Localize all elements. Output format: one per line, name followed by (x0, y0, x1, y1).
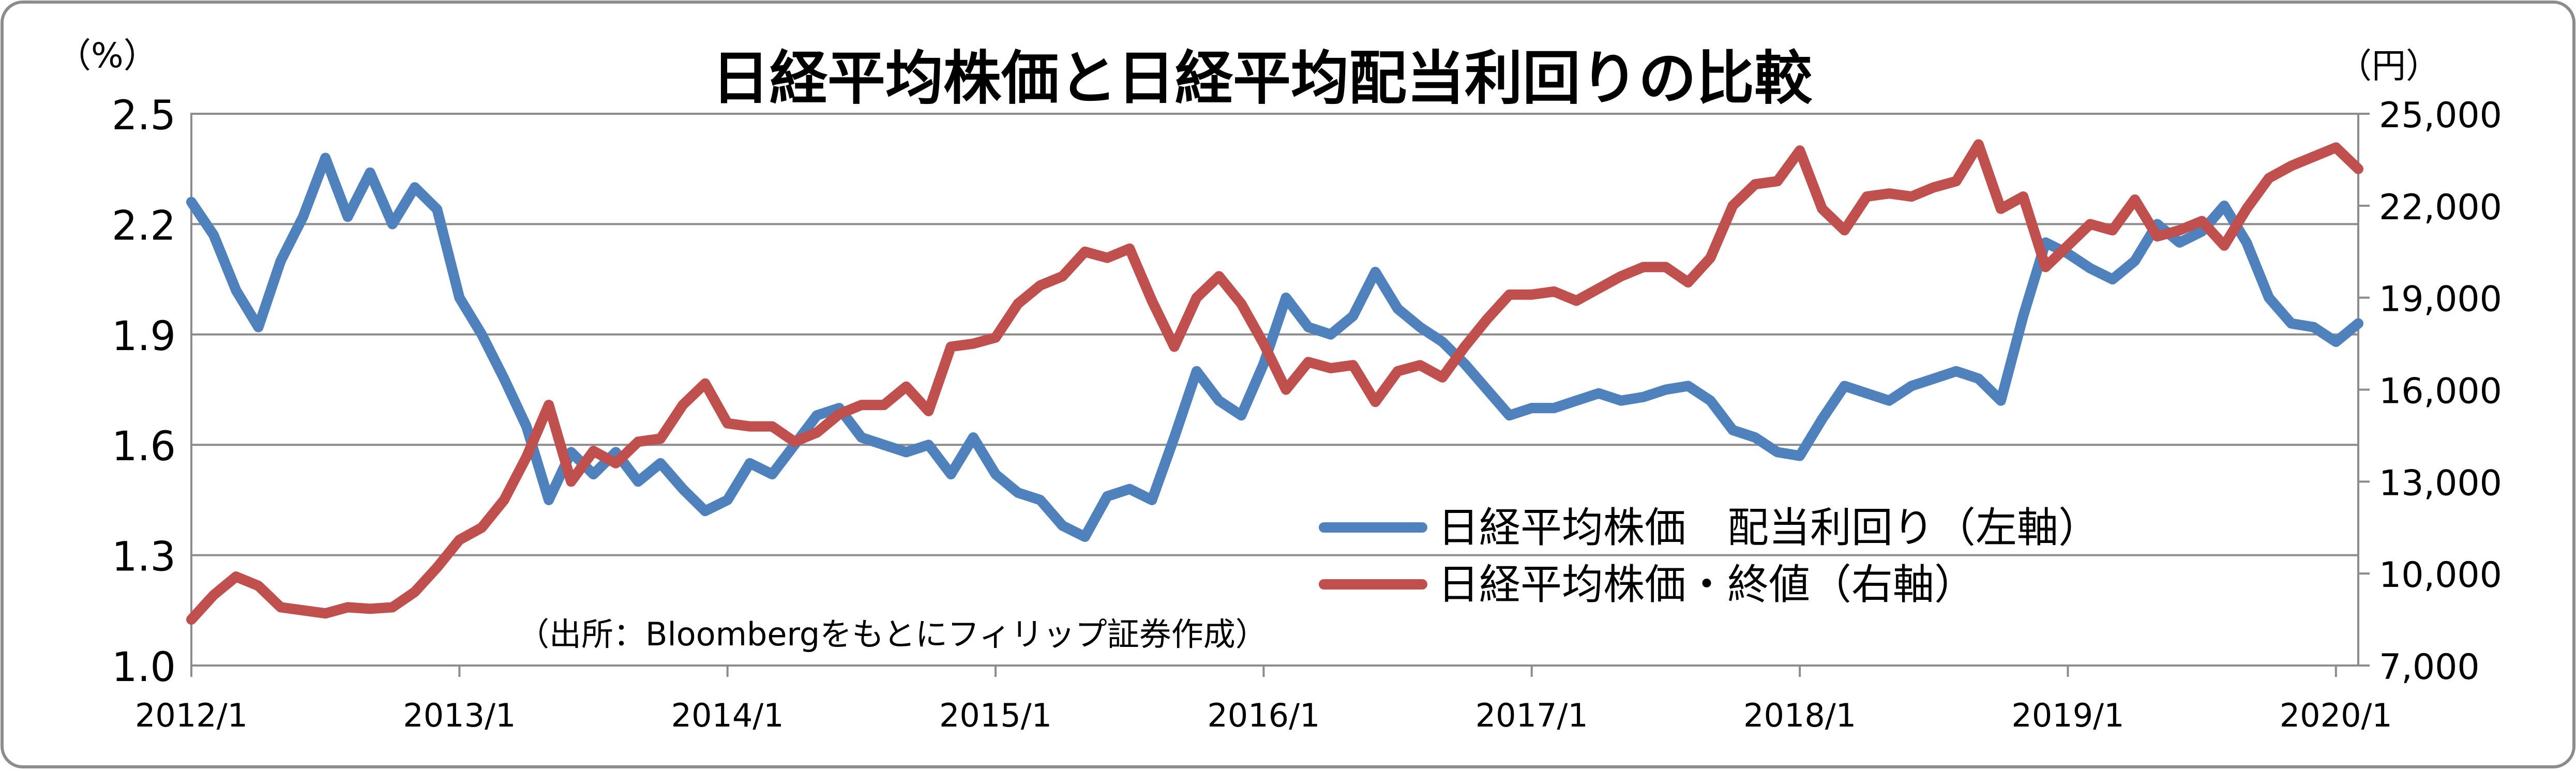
x-tick-label: 2020/1 (2280, 697, 2392, 734)
right-y-axis: 7,000 10,000 13,000 16,000 19,000 22,000 25,00… (2358, 95, 2502, 688)
x-axis: 2012/1 2013/1 2014/1 2015/1 2016/1 2017/1 2018… (135, 666, 2392, 734)
right-tick-label: 25,000 (2379, 95, 2502, 136)
series-layer (186, 139, 2363, 625)
left-tick-label: 1.0 (112, 644, 176, 691)
series-line-dividend-yield (186, 153, 2363, 542)
x-tick-label: 2017/1 (1475, 697, 1588, 734)
x-tick-label: 2015/1 (939, 697, 1052, 734)
left-tick-label: 1.9 (112, 313, 176, 360)
x-tick-label: 2013/1 (403, 697, 516, 734)
left-tick-label: 1.3 (112, 534, 176, 581)
x-tick-label: 2012/1 (135, 697, 248, 734)
left-tick-label: 2.5 (112, 93, 176, 139)
source-note: （出所：Bloombergをもとにフィリップ証券作成） (517, 615, 1268, 653)
chart-title: 日経平均株価と日経平均配当利回りの比較 (712, 45, 1813, 112)
right-tick-label: 10,000 (2379, 555, 2502, 596)
x-tick-label: 2019/1 (2011, 697, 2124, 734)
legend-label: 日経平均株価・終値（右軸） (1438, 561, 1976, 609)
left-y-axis: 1.0 1.3 1.6 1.9 2.2 2.5 (112, 93, 176, 691)
right-tick-label: 19,000 (2379, 279, 2502, 320)
right-axis-unit: （円） (2338, 46, 2440, 86)
legend-label: 日経平均株価 配当利回り（左軸） (1438, 504, 2100, 552)
series-line-nikkei-close (186, 139, 2363, 625)
x-tick-label: 2014/1 (671, 697, 784, 734)
right-tick-label: 7,000 (2379, 647, 2480, 688)
legend: 日経平均株価 配当利回り（左軸） 日経平均株価・終値（右軸） (1319, 504, 2100, 609)
left-axis-unit: （%） (57, 36, 158, 75)
x-tick-label: 2016/1 (1207, 697, 1320, 734)
left-tick-label: 2.2 (112, 203, 176, 249)
right-tick-label: 13,000 (2379, 463, 2502, 504)
right-tick-label: 22,000 (2379, 187, 2502, 228)
x-tick-label: 2018/1 (1743, 697, 1856, 734)
left-tick-label: 1.6 (112, 424, 176, 470)
right-tick-label: 16,000 (2379, 371, 2502, 412)
